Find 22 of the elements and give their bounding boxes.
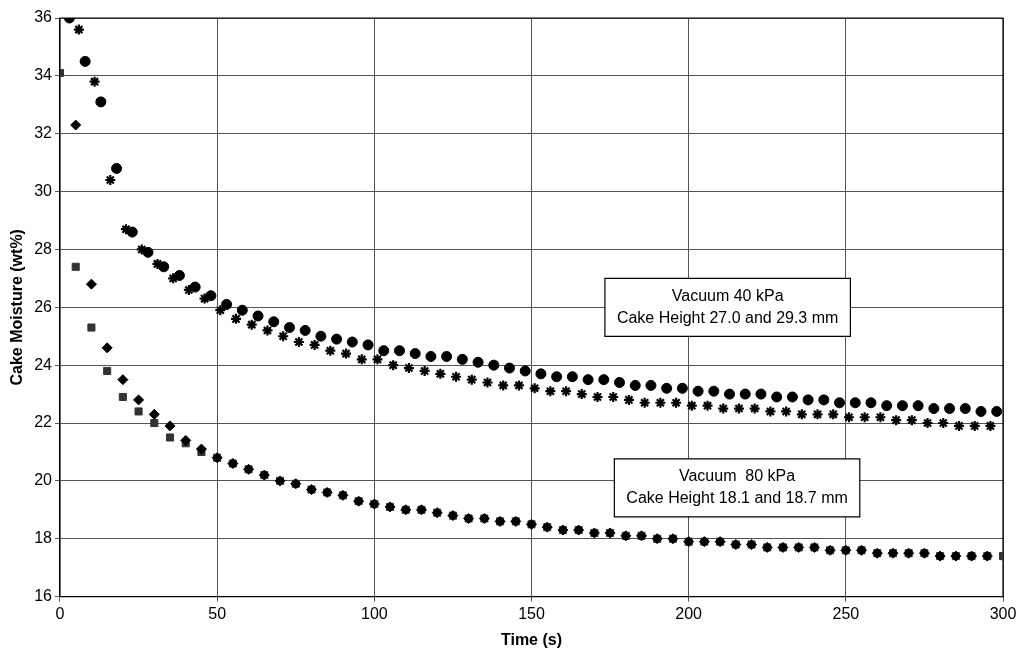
x-tick-label: 150 [518,604,545,622]
y-tick-label: 24 [34,355,53,373]
y-tick-label: 18 [34,529,53,547]
x-tick-label: 300 [989,604,1017,622]
x-tick-label: 200 [675,604,703,622]
x-tick-label: 50 [208,604,227,622]
y-tick-label: 28 [34,239,53,257]
x-axis-title: Time (s) [500,630,563,648]
y-tick-label: 30 [34,181,53,199]
y-tick-label: 16 [34,587,53,605]
annotation: Vacuum 40 kPa Cake Height 27.0 and 29.3 mm [616,286,839,326]
x-tick-label: 250 [832,604,860,622]
x-tick-label: 100 [360,604,388,622]
y-tick-label: 36 [34,8,53,26]
annotation: Vacuum 80 kPa Cake Height 18.1 and 18.7 mm [626,467,848,507]
y-tick-label: 20 [34,471,53,489]
y-tick-label: 22 [34,413,53,431]
y-tick-label: 34 [34,66,53,84]
y-tick-label: 32 [34,124,53,142]
y-axis-title: Cake Moisture (wt%) [8,229,26,386]
x-tick-label: 0 [55,604,65,622]
y-tick-label: 26 [34,297,53,315]
